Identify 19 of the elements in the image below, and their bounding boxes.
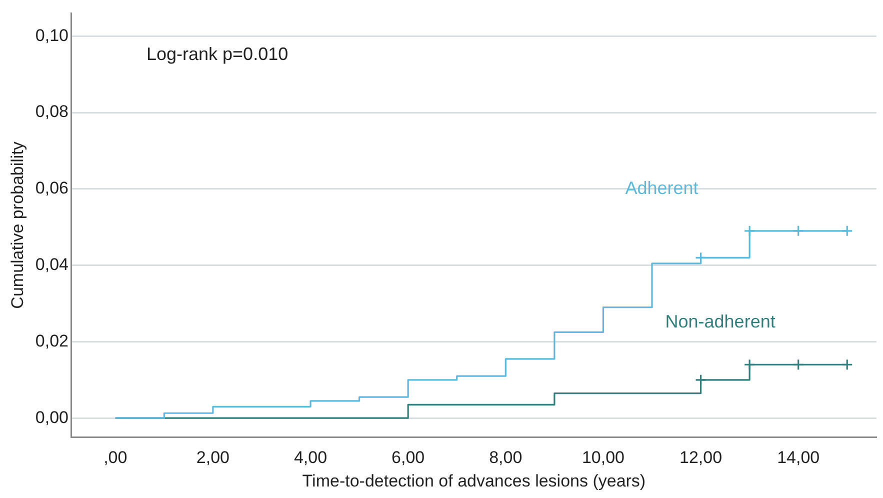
- annotation: Log-rank p=0.010: [146, 44, 288, 64]
- x-tick-label: ,00: [104, 448, 128, 468]
- x-tick-label: 4,00: [294, 448, 328, 468]
- x-tick-label: 10,00: [582, 448, 624, 468]
- x-tick-label: 8,00: [489, 448, 522, 468]
- y-tick-label: 0,08: [35, 102, 68, 122]
- x-tick-label: 6,00: [392, 448, 425, 468]
- x-axis-title: Time-to-detection of advances lesions (years): [302, 471, 646, 490]
- x-tick-label: 2,00: [196, 448, 230, 468]
- y-tick-label: 0,02: [35, 331, 68, 350]
- text: Adherent: [625, 178, 698, 198]
- y-tick-label: 0,00: [35, 408, 68, 427]
- y-axis-title: Cumulative probability: [8, 141, 27, 309]
- x-tick-label: 12,00: [680, 448, 722, 468]
- series-label: Non-adherent: [665, 312, 776, 332]
- x-tick-label: 14,00: [777, 448, 820, 468]
- y-tick-label: 0,10: [35, 26, 68, 45]
- y-tick-label: 0,04: [35, 254, 68, 274]
- y-tick-label: 0,06: [35, 178, 68, 198]
